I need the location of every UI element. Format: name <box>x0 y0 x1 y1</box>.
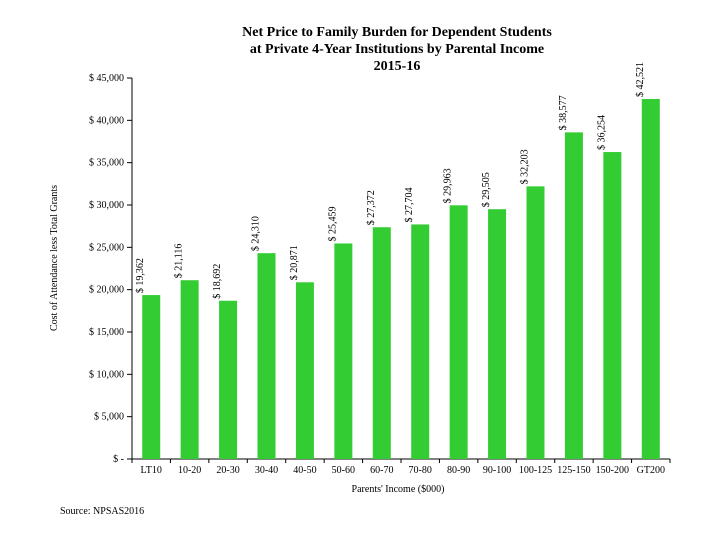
x-tick-label: 30-40 <box>255 465 278 476</box>
chart-title-line-1: Net Price to Family Burden for Dependent… <box>242 25 552 40</box>
x-tick-label: 10-20 <box>178 465 201 476</box>
data-label: $ 29,505 <box>481 172 492 207</box>
bar <box>641 98 660 460</box>
chart-title-line-3: 2015-16 <box>374 59 421 74</box>
y-tick-label: $ - <box>113 454 124 465</box>
bar <box>603 152 622 459</box>
chart-title: Net Price to Family Burden for Dependent… <box>242 25 552 74</box>
data-label: $ 32,203 <box>520 149 531 184</box>
bar <box>142 295 161 459</box>
source-note: Source: NPSAS2016 <box>60 506 144 517</box>
x-tick-label: 80-90 <box>447 465 470 476</box>
bars <box>142 98 660 460</box>
y-tick-label: $ 30,000 <box>89 200 124 211</box>
x-tick-label: 50-60 <box>332 465 355 476</box>
bar <box>488 209 507 459</box>
bar <box>180 280 199 459</box>
y-axis-title: Cost of Attendance less Total Grants <box>49 185 60 331</box>
data-label: $ 20,871 <box>289 245 300 280</box>
x-tick-label: LT10 <box>141 465 162 476</box>
x-tick-label: 125-150 <box>557 465 590 476</box>
x-axis: LT10 10-20 20-30 30-40 40-50 50-60 60-70 70-80 8… <box>131 458 671 476</box>
x-tick-label: GT200 <box>637 465 665 476</box>
bar <box>564 132 583 459</box>
y-tick-label: $ 25,000 <box>89 242 124 253</box>
data-label: $ 27,372 <box>366 190 377 225</box>
bar <box>526 186 545 459</box>
data-label: $ 25,459 <box>327 206 338 241</box>
chart-title-line-2: at Private 4-Year Institutions by Parent… <box>250 42 544 57</box>
y-tick-label: $ 20,000 <box>89 285 124 296</box>
data-labels: $ 19,362 $ 21,116 $ 18,692 $ 24,310 $ 20,871… <box>135 62 646 299</box>
x-tick-label: 70-80 <box>409 465 432 476</box>
bar <box>257 253 276 459</box>
bar <box>334 243 353 459</box>
bar <box>295 282 314 459</box>
x-tick-label: 40-50 <box>293 465 316 476</box>
data-label: $ 42,521 <box>635 62 646 97</box>
y-tick-label: $ 40,000 <box>89 115 124 126</box>
x-tick-label: 150-200 <box>596 465 629 476</box>
data-label: $ 27,704 <box>404 187 415 222</box>
x-tick-label: 100-125 <box>519 465 552 476</box>
data-label: $ 18,692 <box>212 264 223 299</box>
bar <box>372 227 391 459</box>
data-label: $ 21,116 <box>174 244 185 279</box>
bar <box>411 224 430 459</box>
data-label: $ 19,362 <box>135 258 146 293</box>
data-label: $ 36,254 <box>596 115 607 150</box>
x-axis-title: Parents' Income ($000) <box>352 484 445 495</box>
data-label: $ 24,310 <box>251 216 262 251</box>
y-tick-label: $ 35,000 <box>89 158 124 169</box>
x-tick-label: 90-100 <box>483 465 511 476</box>
y-tick-label: $ 15,000 <box>89 327 124 338</box>
data-label: $ 38,577 <box>558 95 569 130</box>
bar <box>449 205 468 459</box>
y-tick-label: $ 45,000 <box>89 73 124 84</box>
y-axis: $ - $ 5,000 $ 10,000 $ 15,000 $ 20,000 $ 25,0… <box>89 73 133 465</box>
data-label: $ 29,963 <box>443 168 454 203</box>
y-tick-label: $ 5,000 <box>94 412 124 423</box>
x-tick-label: 20-30 <box>216 465 239 476</box>
x-tick-label: 60-70 <box>370 465 393 476</box>
y-tick-label: $ 10,000 <box>89 369 124 380</box>
bar <box>219 300 238 459</box>
